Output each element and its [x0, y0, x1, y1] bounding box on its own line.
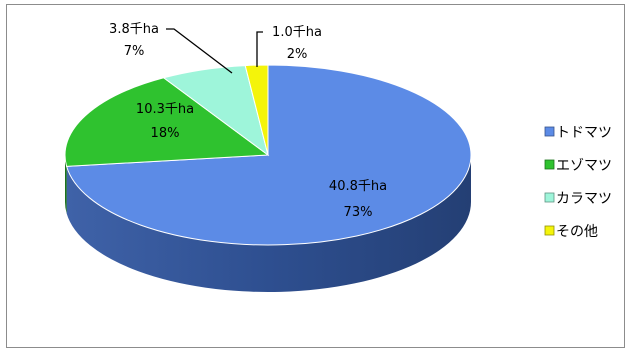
- legend-swatch-2: [544, 192, 555, 203]
- data-label-percent-3: 2%: [287, 47, 308, 62]
- data-label-value-2: 3.8千ha: [109, 22, 159, 37]
- legend-label-3: その他: [556, 224, 598, 240]
- data-label-percent-1: 18%: [151, 126, 180, 141]
- data-label-value-3: 1.0千ha: [272, 25, 322, 40]
- legend-swatch-0: [544, 126, 555, 137]
- legend-swatch-3: [544, 225, 555, 236]
- data-label-value-0: 40.8千ha: [329, 179, 387, 194]
- pie-slice-1: [64, 77, 270, 167]
- leader-line-2: [166, 28, 233, 74]
- legend-swatch-1: [544, 159, 555, 170]
- legend-label-1: エゾマツ: [556, 158, 612, 174]
- data-label-value-1: 10.3千ha: [136, 102, 194, 117]
- data-label-percent-2: 7%: [124, 44, 145, 59]
- pie-side-1: [65, 155, 67, 214]
- legend-label-2: カラマツ: [556, 191, 612, 207]
- pie-side-0: [66, 155, 472, 293]
- legend-label-0: トドマツ: [556, 125, 612, 141]
- leader-line-3: [256, 31, 263, 67]
- data-label-percent-0: 73%: [344, 205, 373, 220]
